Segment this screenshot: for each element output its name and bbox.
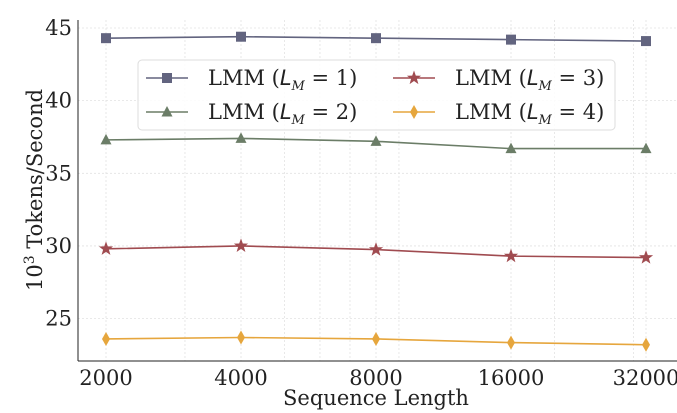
data-point-square [371, 33, 381, 44]
data-point-triangle [370, 135, 382, 146]
data-point-square [236, 31, 246, 42]
legend-label-symbol: L [527, 66, 539, 90]
tick-labels: 25 30 35 40 45 2000 4000 8000 16000 32000 [45, 16, 677, 390]
y-axis-label-exponent: 3 [22, 255, 38, 264]
data-point-diamond [507, 335, 515, 350]
x-tick-label: 2000 [79, 366, 132, 390]
legend-label: LMM (LM = 1) [208, 66, 357, 94]
data-point-diamond [102, 331, 110, 346]
legend-item: LMM (LM = 1) [146, 66, 357, 94]
data-point-star [638, 250, 654, 264]
legend-label-subscript: M [538, 113, 553, 128]
legend-label-symbol: L [527, 100, 539, 124]
data-point-triangle [505, 142, 517, 154]
data-point-star [368, 242, 384, 256]
legend-label-subscript: M [538, 79, 553, 94]
legend-item: LMM (LM = 3) [393, 66, 604, 94]
y-axis-label-base: 10 [23, 264, 47, 291]
legend-label-subscript: M [291, 113, 306, 128]
legend-item: LMM (LM = 4) [393, 100, 604, 128]
data-point-diamond [237, 330, 245, 345]
data-point-diamond [642, 337, 650, 352]
data-point-diamond [372, 331, 380, 346]
data-point-star [233, 238, 249, 252]
y-tick-label: 35 [45, 161, 72, 185]
legend-label-symbol: L [280, 100, 292, 124]
legend-label-suffix: = 1) [305, 66, 358, 90]
data-point-triangle [640, 142, 652, 154]
series-lines [98, 31, 654, 352]
axes [77, 20, 677, 362]
y-tick-label: 45 [45, 16, 72, 40]
legend-label-subscript: M [291, 79, 306, 94]
y-axis-label: 103 Tokens/Second [22, 89, 47, 291]
legend-label-suffix: = 4) [552, 100, 605, 124]
data-point-triangle [161, 106, 173, 117]
x-tick-label: 32000 [613, 366, 677, 390]
series-diamond [102, 330, 650, 352]
data-point-triangle [100, 133, 112, 145]
x-tick-label: 4000 [214, 366, 267, 390]
data-point-star [503, 248, 519, 263]
legend-label-prefix: LMM ( [455, 100, 527, 124]
legend-item: LMM (LM = 2) [146, 100, 357, 128]
legend: LMM (LM = 1)LMM (LM = 2)LMM (LM = 3)LMM … [137, 59, 616, 131]
x-tick-label: 16000 [478, 366, 545, 390]
y-tick-label: 25 [45, 307, 72, 331]
data-point-square [641, 36, 651, 47]
data-point-square [162, 73, 172, 83]
legend-label-prefix: LMM ( [455, 66, 527, 90]
legend-label-symbol: L [280, 66, 292, 90]
x-tick-label: 8000 [349, 366, 402, 390]
legend-label-prefix: LMM ( [208, 100, 280, 124]
legend-label: LMM (LM = 3) [455, 66, 604, 94]
legend-label: LMM (LM = 2) [208, 100, 357, 128]
legend-label: LMM (LM = 4) [455, 100, 604, 128]
data-point-triangle [235, 132, 247, 143]
y-axis-label-text: Tokens/Second [23, 89, 47, 255]
y-tick-label: 40 [45, 89, 72, 113]
data-point-diamond [410, 105, 418, 119]
legend-label-suffix: = 3) [552, 66, 605, 90]
data-point-star [98, 241, 114, 255]
series-square [101, 31, 651, 47]
series-triangle [100, 132, 652, 154]
data-point-star [406, 70, 422, 85]
series-star [98, 238, 654, 264]
data-point-square [101, 33, 111, 44]
legend-label-prefix: LMM ( [208, 66, 280, 90]
x-axis-label: Sequence Length [283, 386, 469, 410]
y-tick-label: 30 [45, 234, 72, 258]
data-point-square [506, 34, 516, 45]
legend-box [137, 59, 616, 131]
legend-label-suffix: = 2) [305, 100, 358, 124]
